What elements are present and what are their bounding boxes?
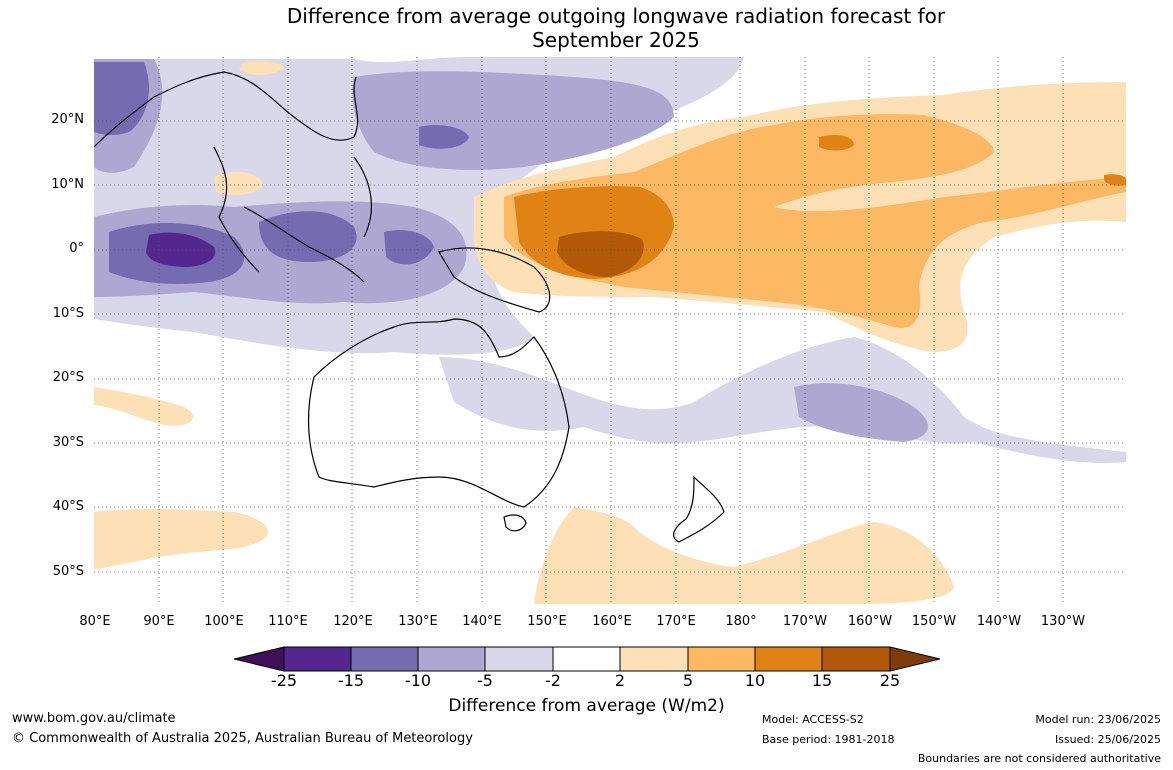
lon-label-130w: 130°W xyxy=(1040,614,1086,629)
region-plus-15 xyxy=(557,231,644,277)
lon-label-110e: 110°E xyxy=(268,614,308,629)
colorbar xyxy=(234,646,940,672)
colorbar-label-2: 2 xyxy=(614,671,626,690)
coastlines xyxy=(94,71,725,543)
lon-label-150e: 150°E xyxy=(527,614,567,629)
colorbar-arrow-low xyxy=(234,646,285,672)
map-title: Difference from average outgoing longwav… xyxy=(0,4,1173,52)
lon-label-80e: 80°E xyxy=(79,614,111,629)
colorbar-label-minus-25: -25 xyxy=(270,671,298,690)
footer-website[interactable]: www.bom.gov.au/climate xyxy=(12,711,176,726)
colorbar-label-minus-15: -15 xyxy=(337,671,365,690)
colorbar-swatch-2 xyxy=(350,646,419,672)
colorbar-arrow-high xyxy=(889,646,940,672)
footer-copyright: © Commonwealth of Australia 2025, Austra… xyxy=(12,731,473,746)
title-line-1: Difference from average outgoing longwav… xyxy=(286,4,946,28)
lon-label-150w: 150°W xyxy=(911,614,957,629)
lon-label-170e: 170°E xyxy=(656,614,696,629)
colorbar-label-minus-10: -10 xyxy=(404,671,432,690)
lat-label-30s: 30°S xyxy=(52,435,84,450)
colorbar-title: Difference from average (W/m2) xyxy=(448,696,725,716)
region-minus-10 xyxy=(94,62,469,284)
coastline-tasmania xyxy=(503,514,527,532)
coastline-australia xyxy=(307,318,570,508)
colorbar-label-15: 15 xyxy=(811,671,833,690)
coastline-asia xyxy=(94,71,372,283)
lon-label-160w: 160°W xyxy=(847,614,893,629)
coastline-new-zealand xyxy=(673,475,725,543)
region-plus-5 xyxy=(504,114,1126,328)
footer-model-run: Model run: 23/06/2025 xyxy=(1035,713,1161,726)
lat-label-40s: 40°S xyxy=(52,499,84,514)
lat-label-10n: 10°N xyxy=(51,177,84,192)
colorbar-label-minus-5: -5 xyxy=(477,671,493,690)
lon-label-160e: 160°E xyxy=(592,614,632,629)
colorbar-swatch-5 xyxy=(552,646,621,672)
lon-label-130e: 130°E xyxy=(398,614,438,629)
colorbar-label-10: 10 xyxy=(744,671,766,690)
footer-disclaimer: Boundaries are not considered authoritat… xyxy=(917,752,1161,765)
lat-label-0: 0° xyxy=(69,241,84,256)
coastline-new-guinea xyxy=(438,247,551,313)
region-plus-2-south xyxy=(94,507,954,604)
region-minus-2-south xyxy=(439,337,1126,463)
colorbar-swatch-7 xyxy=(687,646,756,672)
footer-model: Model: ACCESS-S2 xyxy=(762,713,864,726)
lat-label-50s: 50°S xyxy=(52,564,84,579)
lon-label-120e: 120°E xyxy=(333,614,373,629)
colorbar-swatch-9 xyxy=(821,646,891,672)
olr-anomaly-map xyxy=(94,57,1126,604)
lat-label-10s: 10°S xyxy=(52,306,84,321)
region-minus-5-south-pacific xyxy=(794,383,928,442)
colorbar-swatch-3 xyxy=(417,646,486,672)
lat-label-20s: 20°S xyxy=(52,370,84,385)
lon-label-170w: 170°W xyxy=(782,614,828,629)
colorbar-label-25: 25 xyxy=(879,671,901,690)
colorbar-swatch-6 xyxy=(619,646,689,672)
region-plus-10 xyxy=(514,134,1126,279)
graticule xyxy=(94,57,1126,604)
lon-label-180: 180° xyxy=(725,614,757,629)
lat-label-20n: 20°N xyxy=(51,112,84,127)
lon-label-140e: 140°E xyxy=(462,614,502,629)
negative-anomaly-regions xyxy=(94,57,1126,463)
colorbar-swatch-4 xyxy=(484,646,554,672)
region-minus-15 xyxy=(146,232,216,267)
region-minus-5-north xyxy=(94,59,674,173)
title-line-2: September 2025 xyxy=(532,28,700,52)
lon-label-100e: 100°E xyxy=(204,614,244,629)
colorbar-label-5: 5 xyxy=(682,671,694,690)
lon-label-140w: 140°W xyxy=(976,614,1022,629)
map-canvas xyxy=(94,57,1126,604)
positive-anomaly-regions xyxy=(94,60,1126,604)
footer-base-period: Base period: 1981-2018 xyxy=(762,733,895,746)
colorbar-swatch-8 xyxy=(754,646,823,672)
colorbar-swatch-1 xyxy=(283,646,352,672)
footer-issued: Issued: 25/06/2025 xyxy=(1054,733,1161,746)
colorbar-label-minus-2: -2 xyxy=(545,671,561,690)
lon-label-90e: 90°E xyxy=(143,614,175,629)
